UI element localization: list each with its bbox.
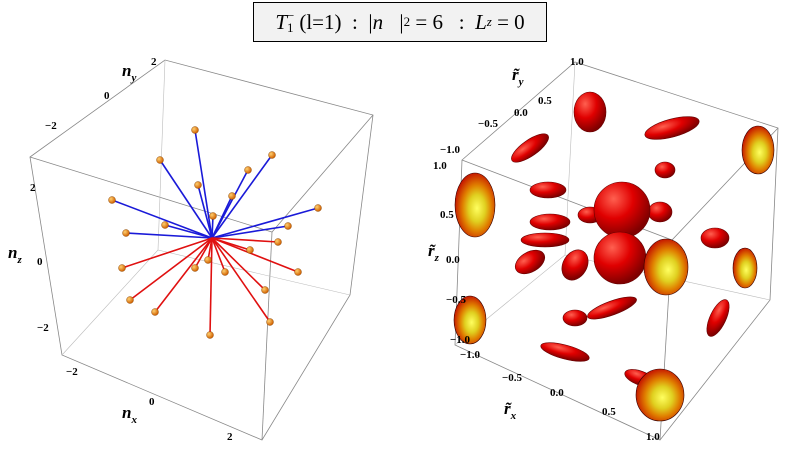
axis-label-sub: y bbox=[517, 76, 524, 88]
axis-label-sub: x bbox=[510, 410, 517, 422]
tick-label: −1.0 bbox=[440, 144, 461, 156]
tick-label: 0.0 bbox=[550, 387, 564, 399]
axis-label-sub: y bbox=[129, 72, 136, 84]
title-part: T bbox=[275, 9, 288, 34]
axis-label-base: n bbox=[122, 61, 131, 80]
axis-label-base: n bbox=[8, 243, 17, 262]
tick-label: 0 bbox=[37, 256, 43, 268]
tick-label: 0.5 bbox=[602, 406, 616, 418]
title-part: = 6 : bbox=[410, 9, 476, 34]
axis-label-base: r̃ bbox=[428, 241, 436, 260]
tick-label: 1.0 bbox=[433, 160, 447, 172]
title-script: −1 bbox=[287, 8, 295, 35]
axis-label: r̃y bbox=[512, 65, 524, 88]
tick-label: 0 bbox=[104, 90, 110, 102]
axis-label-base: n bbox=[122, 403, 131, 422]
tick-label: 0.5 bbox=[440, 209, 454, 221]
tick-label: 0.0 bbox=[446, 254, 460, 266]
tick-label: −0.5 bbox=[502, 372, 523, 384]
tick-label: 2 bbox=[227, 431, 233, 443]
axis-label-sub: z bbox=[434, 252, 440, 264]
title-part: L bbox=[475, 9, 487, 34]
axis-label-sub: x bbox=[130, 414, 137, 426]
tick-label: −1.0 bbox=[460, 349, 481, 361]
axis-label-base: r̃ bbox=[512, 65, 520, 84]
title-part: 1 bbox=[287, 20, 294, 35]
axis-label: nz bbox=[8, 243, 22, 266]
tick-label: −0.5 bbox=[478, 118, 499, 130]
density-blobs bbox=[453, 91, 775, 422]
axis-label: nx bbox=[122, 403, 137, 426]
axis-label: r̃z bbox=[428, 241, 440, 264]
title-part: (l=1) : | bbox=[299, 9, 373, 34]
tick-label: −0.5 bbox=[446, 294, 467, 306]
tick-label: −1.0 bbox=[450, 334, 471, 346]
vector-star bbox=[108, 126, 322, 339]
title-part: z bbox=[486, 14, 492, 29]
axis-label-sub: z bbox=[16, 254, 22, 266]
tick-label: −2 bbox=[66, 366, 78, 378]
title-part: n⃗ bbox=[372, 9, 400, 34]
axis-label: ny bbox=[122, 61, 136, 84]
tick-label: 0.5 bbox=[538, 95, 552, 107]
tick-label: 2 bbox=[30, 182, 36, 194]
axis-label: r̃x bbox=[504, 399, 517, 422]
axis-label-base: r̃ bbox=[504, 399, 512, 418]
title-part: | bbox=[399, 9, 404, 34]
tick-label: 1.0 bbox=[570, 56, 584, 68]
tick-label: −2 bbox=[37, 322, 49, 334]
title-part: 2 bbox=[403, 14, 411, 29]
tick-label: 0 bbox=[149, 396, 155, 408]
tick-label: −2 bbox=[45, 120, 57, 132]
title-part: = 0 bbox=[491, 9, 525, 34]
left-box bbox=[29, 59, 374, 441]
tick-label: 0.0 bbox=[514, 107, 528, 119]
tick-label: 1.0 bbox=[646, 431, 660, 443]
tick-label: 2 bbox=[151, 56, 157, 68]
title-part: − bbox=[287, 8, 295, 23]
